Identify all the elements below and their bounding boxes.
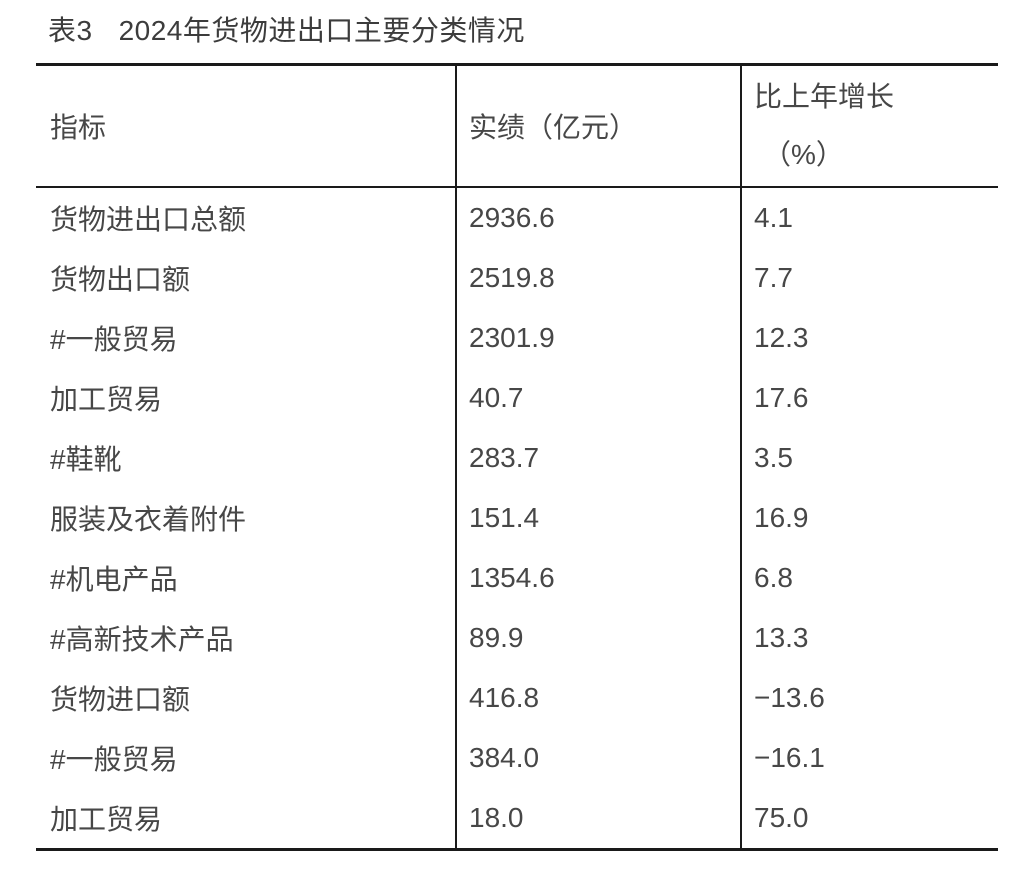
table-row: 服装及衣着附件 151.4 16.9: [36, 488, 998, 548]
header-indicator: 指标: [50, 112, 107, 143]
indicator-cell: #一般贸易: [50, 744, 178, 775]
header-growth-line2: （%）: [763, 139, 844, 170]
indicator-cell: #高新技术产品: [50, 624, 234, 655]
indicator-cell: 货物进口额: [50, 684, 191, 715]
indicator-cell: 服装及衣着附件: [50, 504, 247, 535]
value-cell: 151.4: [455, 488, 740, 548]
growth-cell: −16.1: [740, 728, 998, 788]
growth-cell: 3.5: [740, 428, 998, 488]
value-cell: 2301.9: [455, 308, 740, 368]
indicator-cell: 货物进出口总额: [50, 204, 247, 235]
table-row: 货物进口额 416.8 −13.6: [36, 668, 998, 728]
growth-cell: 16.9: [740, 488, 998, 548]
indicator-cell: 加工贸易: [50, 804, 163, 835]
growth-cell: 12.3: [740, 308, 998, 368]
table-row: #鞋靴 283.7 3.5: [36, 428, 998, 488]
growth-cell: 17.6: [740, 368, 998, 428]
table-row: #机电产品 1354.6 6.8: [36, 548, 998, 608]
table-row: 货物进出口总额 2936.6 4.1: [36, 188, 998, 248]
value-cell: 40.7: [455, 368, 740, 428]
value-cell: 18.0: [455, 788, 740, 848]
indicator-cell: #鞋靴: [50, 444, 122, 475]
table-number-label: 表3: [48, 15, 93, 46]
table-row: 加工贸易 40.7 17.6: [36, 368, 998, 428]
header-growth: 比上年增长 （%）: [740, 66, 998, 186]
table-row: 加工贸易 18.0 75.0: [36, 788, 998, 848]
growth-cell: 75.0: [740, 788, 998, 848]
table-row: #一般贸易 384.0 −16.1: [36, 728, 998, 788]
value-cell: 416.8: [455, 668, 740, 728]
table-row: #高新技术产品 89.9 13.3: [36, 608, 998, 668]
value-cell: 2519.8: [455, 248, 740, 308]
header-value: 实绩（亿元）: [455, 66, 740, 186]
growth-cell: 7.7: [740, 248, 998, 308]
indicator-cell: #一般贸易: [50, 324, 178, 355]
header-growth-line1: 比上年增长: [754, 81, 895, 112]
value-cell: 89.9: [455, 608, 740, 668]
growth-cell: −13.6: [740, 668, 998, 728]
value-cell: 384.0: [455, 728, 740, 788]
growth-cell: 6.8: [740, 548, 998, 608]
value-cell: 1354.6: [455, 548, 740, 608]
value-cell: 2936.6: [455, 188, 740, 248]
growth-cell: 4.1: [740, 188, 998, 248]
value-cell: 283.7: [455, 428, 740, 488]
table-title-text: 2024年货物进出口主要分类情况: [118, 15, 525, 46]
table-row: 货物出口额 2519.8 7.7: [36, 248, 998, 308]
indicator-cell: 加工贸易: [50, 384, 163, 415]
indicator-cell: 货物出口额: [50, 264, 191, 295]
table-header-row: 指标 实绩（亿元） 比上年增长 （%）: [36, 66, 998, 188]
page-title: 表3 2024年货物进出口主要分类情况: [48, 14, 1034, 48]
indicator-cell: #机电产品: [50, 564, 178, 595]
growth-cell: 13.3: [740, 608, 998, 668]
table-row: #一般贸易 2301.9 12.3: [36, 308, 998, 368]
import-export-table: 指标 实绩（亿元） 比上年增长 （%） 货物进出口总额 2936.6 4.1 货…: [36, 63, 998, 851]
